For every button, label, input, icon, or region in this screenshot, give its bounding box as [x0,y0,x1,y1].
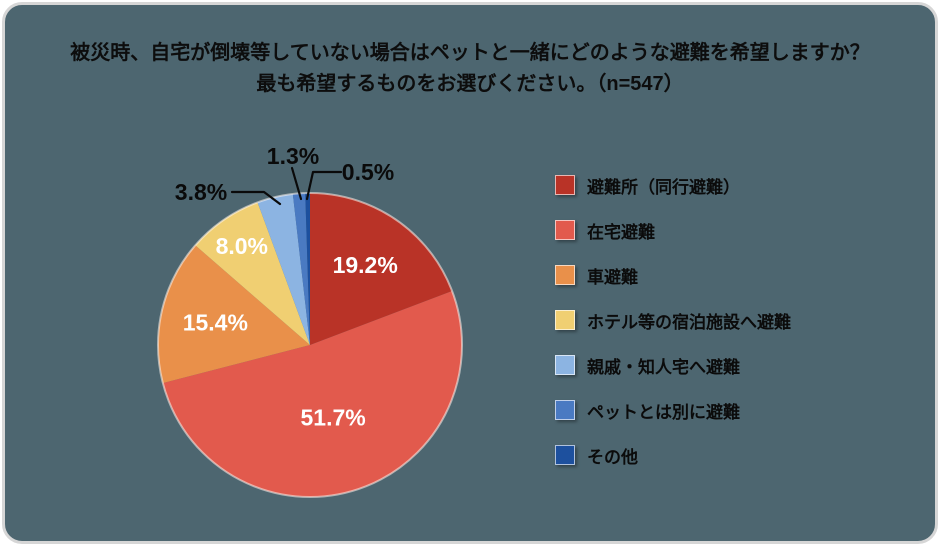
legend-label-2: 在宅避難 [587,222,655,242]
pie-slice-2 [162,291,462,497]
legend-label-1: 避難所（同行避難） [587,177,740,197]
pie-label-2: 51.7% [300,404,365,430]
legend-swatch-4 [555,310,575,330]
leader-line-6 [290,166,303,201]
pie-rim [157,192,463,498]
legend-swatch-1 [555,175,575,195]
pie-label-7: 0.5% [342,159,394,185]
legend-item-3: 車避難 [555,265,791,287]
chart-title: 被災時、自宅が倒壊等していない場合はペットと一緒にどのような避難を希望しますか？… [5,38,935,100]
legend-swatch-7 [555,445,575,465]
pie-slice-1 [310,193,453,345]
pie-label-4: 8.0% [216,233,268,259]
pie-slice-5 [257,193,310,345]
pie-label-1: 19.2% [333,252,398,278]
legend-item-4: ホテル等の宿泊施設へ避難 [555,310,791,332]
pie-slice-7 [305,193,310,345]
chart-title-line2: 最も希望するものをお選びください。（n=547） [256,73,684,95]
pie-label-3: 15.4% [183,310,248,336]
pie-slice-3 [157,245,310,384]
legend-label-6: ペットとは別に避難 [587,402,740,422]
legend-label-4: ホテル等の宿泊施設へ避難 [587,312,791,332]
legend-swatch-2 [555,220,575,240]
legend-item-2: 在宅避難 [555,220,791,242]
legend-swatch-6 [555,400,575,420]
pie-chart: 19.2% 51.7% 15.4% 8.0% 3.8% 1.3% 0.5% [157,143,463,498]
legend-label-5: 親戚・知人宅へ避難 [587,357,740,377]
legend-item-1: 避難所（同行避難） [555,175,791,197]
pie-slice-4 [195,202,310,345]
pie-label-5: 3.8% [175,179,227,205]
pie-slice-6 [292,193,310,345]
legend-label-3: 車避難 [587,267,638,287]
legend-swatch-5 [555,355,575,375]
legend: 避難所（同行避難） 在宅避難車避難ホテル等の宿泊施設へ避難 親戚・知人宅へ避難 ペット… [555,175,791,490]
legend-item-6: ペットとは別に避難 [555,400,791,422]
legend-item-5: 親戚・知人宅へ避難 [555,355,791,377]
legend-item-7: その他 [555,445,791,467]
legend-label-7: その他 [587,447,638,467]
legend-swatch-3 [555,265,575,285]
leader-line-5 [230,190,282,206]
chart-title-line1: 被災時、自宅が倒壊等していない場合はペットと一緒にどのような避難を希望しますか？ [70,42,870,64]
leader-line-7 [305,170,343,201]
pie-label-6: 1.3% [267,143,319,169]
